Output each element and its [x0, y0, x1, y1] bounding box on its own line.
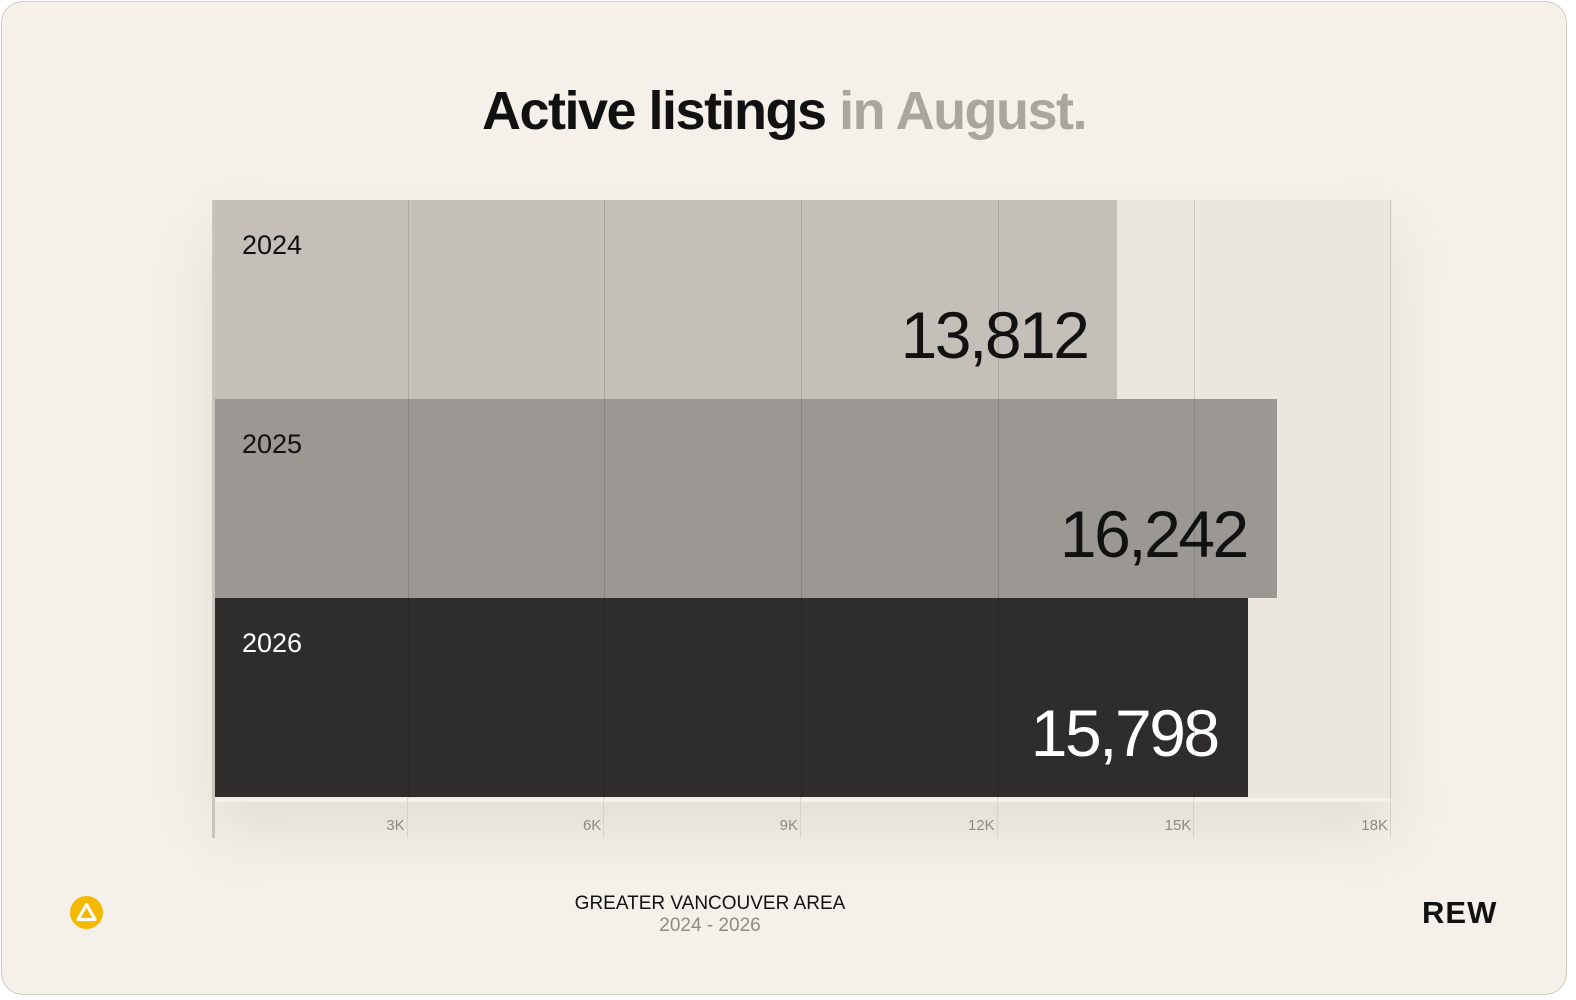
footer-location: GREATER VANCOUVER AREA — [574, 893, 846, 914]
x-tick — [1193, 798, 1195, 838]
grid-line — [997, 200, 999, 798]
brand-logo: REW — [1422, 895, 1498, 930]
bar-category-label: 2026 — [242, 628, 303, 658]
x-tick — [996, 798, 998, 838]
bar-category-label: 2025 — [242, 429, 303, 459]
grid-line — [1194, 200, 1196, 798]
x-tick — [603, 798, 605, 838]
y-axis-line — [212, 200, 215, 838]
x-tick-label: 12K — [967, 817, 995, 834]
x-tick-label: 15K — [1164, 817, 1192, 834]
x-tick-label: 9K — [779, 817, 798, 834]
x-tick-label: 3K — [386, 817, 405, 834]
grid-line — [407, 200, 409, 798]
chart-title: Active listings in August. — [2, 80, 1566, 142]
grid-line — [1390, 200, 1391, 798]
bar-category-label: 2024 — [242, 230, 303, 260]
bar-2024: 2024 13,812 — [212, 200, 1118, 399]
plot-area: 2024 13,812 2025 16,242 2026 15,798 — [212, 200, 1392, 798]
x-tick-label: 18K — [1361, 817, 1388, 834]
grid-line — [604, 200, 606, 798]
chart-title-muted: in August. — [839, 81, 1087, 141]
bar-value-label: 16,242 — [1059, 497, 1249, 571]
footer-date-range: 2024 - 2026 — [659, 915, 761, 936]
bar-2026: 2026 15,798 — [212, 598, 1248, 797]
chart-title-main: Active listings — [481, 81, 827, 141]
bar-value-label: 13,812 — [900, 298, 1090, 372]
warning-triangle-icon — [70, 896, 103, 929]
x-tick — [800, 798, 801, 838]
x-tick-label: 6K — [582, 817, 602, 834]
bar-2025: 2025 16,242 — [212, 399, 1277, 598]
x-tick — [406, 798, 408, 838]
grid-line — [801, 200, 802, 798]
bar-value-label: 15,798 — [1030, 696, 1220, 770]
x-tick — [1390, 798, 1391, 838]
